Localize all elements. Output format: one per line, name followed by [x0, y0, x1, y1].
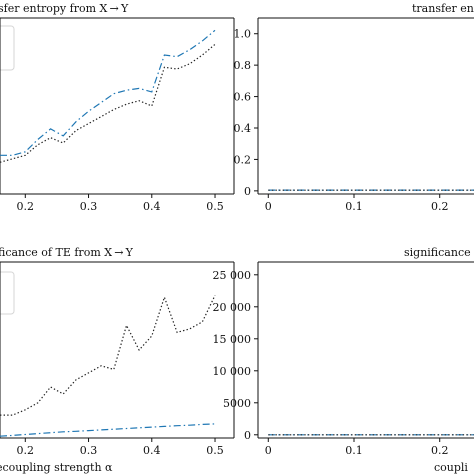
series-line-dash-dot [0, 29, 216, 156]
y-tick-label: 15 000 [213, 333, 252, 346]
panel-title: transfer entr [412, 2, 474, 15]
legend-box [0, 271, 15, 315]
plot-area: 0.2 0.3 0.4 0.5 [0, 17, 235, 213]
x-tick-label: 0 [265, 444, 272, 457]
y-tick-label: 20 000 [213, 301, 252, 314]
x-tick-label: 0.5 [206, 200, 224, 213]
x-tick-label: 0.2 [17, 200, 35, 213]
plot-area: 0.2 0.3 0.4 0.5 [0, 261, 235, 457]
series-line-dotted [0, 43, 216, 163]
y-tick-label: 0.6 [234, 91, 252, 104]
y-tick-label: 0 [244, 185, 251, 198]
y-tick-label: 25 000 [213, 269, 252, 282]
panel-title: significance o [404, 246, 474, 259]
y-tick-label: 0 [244, 429, 251, 442]
y-tick-label: 0.4 [234, 122, 252, 135]
panel-te-reverse: transfer entr 0 0.1 0.2 0 0.2 0.4 0.6 0.8 1.0 [234, 2, 474, 213]
x-tick-label: 0.1 [345, 200, 363, 213]
y-tick-label: 10 000 [213, 365, 252, 378]
x-tick-label: 0.1 [345, 444, 363, 457]
x-tick-label: 0.2 [431, 200, 449, 213]
x-tick-label: 0.2 [17, 444, 35, 457]
x-axis-label: ecoupling strength α [0, 461, 113, 474]
x-tick-label: 0.2 [431, 444, 449, 457]
y-tick-label: 5000 [223, 397, 251, 410]
x-tick-label: 0.5 [206, 444, 224, 457]
series-line-dash-dot [0, 423, 216, 437]
panel-significance-x-to-y: ficance of TE from X → Y 0.2 0.3 0.4 0.5 ec… [0, 246, 235, 474]
plot-area: 0 0.1 0.2 0 0.2 0.4 0.6 0.8 1.0 [234, 17, 474, 213]
y-tick-label: 0.8 [234, 59, 252, 72]
legend-box [0, 25, 15, 71]
panel-significance-reverse: significance o 0 0.1 0.2 0 5000 10 000 15 000 2… [213, 246, 474, 474]
x-tick-label: 0.3 [80, 200, 98, 213]
plot-area: 0 0.1 0.2 0 5000 10 000 15 000 20 000 25 000 [213, 261, 474, 457]
panel-title: ficance of TE from X → Y [0, 246, 134, 259]
x-tick-label: 0.4 [143, 444, 161, 457]
panel-te-x-to-y: sfer entropy from X → Y 0.2 0.3 0.4 0.5 [0, 2, 235, 213]
x-tick-label: 0.3 [80, 444, 98, 457]
x-tick-label: 0.4 [143, 200, 161, 213]
x-axis-label: coupli [434, 461, 468, 474]
x-tick-label: 0 [265, 200, 272, 213]
y-tick-label: 1.0 [234, 28, 252, 41]
panel-title: sfer entropy from X → Y [0, 2, 129, 15]
y-tick-label: 0.2 [234, 153, 252, 166]
series-line-dotted [0, 295, 216, 416]
